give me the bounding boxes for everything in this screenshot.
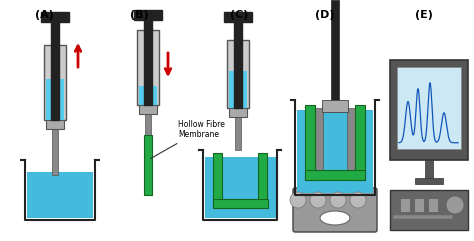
Bar: [46, 120, 64, 129]
Bar: [213, 199, 268, 208]
Bar: [414, 198, 424, 212]
Bar: [297, 110, 373, 193]
Bar: [258, 153, 267, 208]
Bar: [134, 10, 162, 20]
Ellipse shape: [320, 211, 350, 225]
Circle shape: [290, 192, 306, 208]
Bar: [390, 60, 468, 160]
Text: (A): (A): [35, 10, 54, 20]
Circle shape: [330, 192, 346, 208]
Bar: [27, 172, 93, 218]
Bar: [224, 12, 252, 22]
Bar: [331, 0, 339, 110]
Bar: [347, 108, 355, 178]
Bar: [305, 170, 365, 180]
Bar: [46, 79, 64, 120]
Bar: [145, 114, 151, 135]
Bar: [393, 215, 453, 219]
Text: (C): (C): [230, 10, 248, 20]
Bar: [397, 67, 461, 149]
Bar: [213, 153, 222, 208]
Bar: [44, 45, 66, 120]
Bar: [139, 86, 157, 105]
Circle shape: [310, 192, 326, 208]
Text: (D): (D): [315, 10, 335, 20]
Bar: [139, 105, 157, 114]
Bar: [315, 108, 323, 178]
Bar: [205, 157, 276, 218]
Bar: [144, 20, 152, 105]
Text: Hollow Fibre
Membrane: Hollow Fibre Membrane: [150, 120, 225, 159]
Bar: [41, 12, 69, 22]
Bar: [355, 105, 365, 180]
Bar: [415, 178, 443, 184]
Bar: [322, 100, 348, 112]
Bar: [137, 30, 159, 105]
Text: (E): (E): [415, 10, 433, 20]
Bar: [144, 135, 152, 195]
Bar: [390, 190, 468, 230]
Bar: [51, 22, 59, 120]
Text: (B): (B): [130, 10, 149, 20]
Circle shape: [350, 192, 366, 208]
Bar: [400, 198, 410, 212]
Bar: [425, 160, 433, 178]
Bar: [229, 71, 247, 108]
Bar: [235, 117, 241, 150]
Bar: [229, 108, 247, 117]
FancyBboxPatch shape: [293, 188, 377, 232]
Bar: [227, 40, 249, 108]
Bar: [305, 105, 315, 180]
Bar: [428, 198, 438, 212]
Circle shape: [446, 196, 464, 214]
Bar: [234, 22, 242, 108]
Bar: [52, 129, 58, 175]
